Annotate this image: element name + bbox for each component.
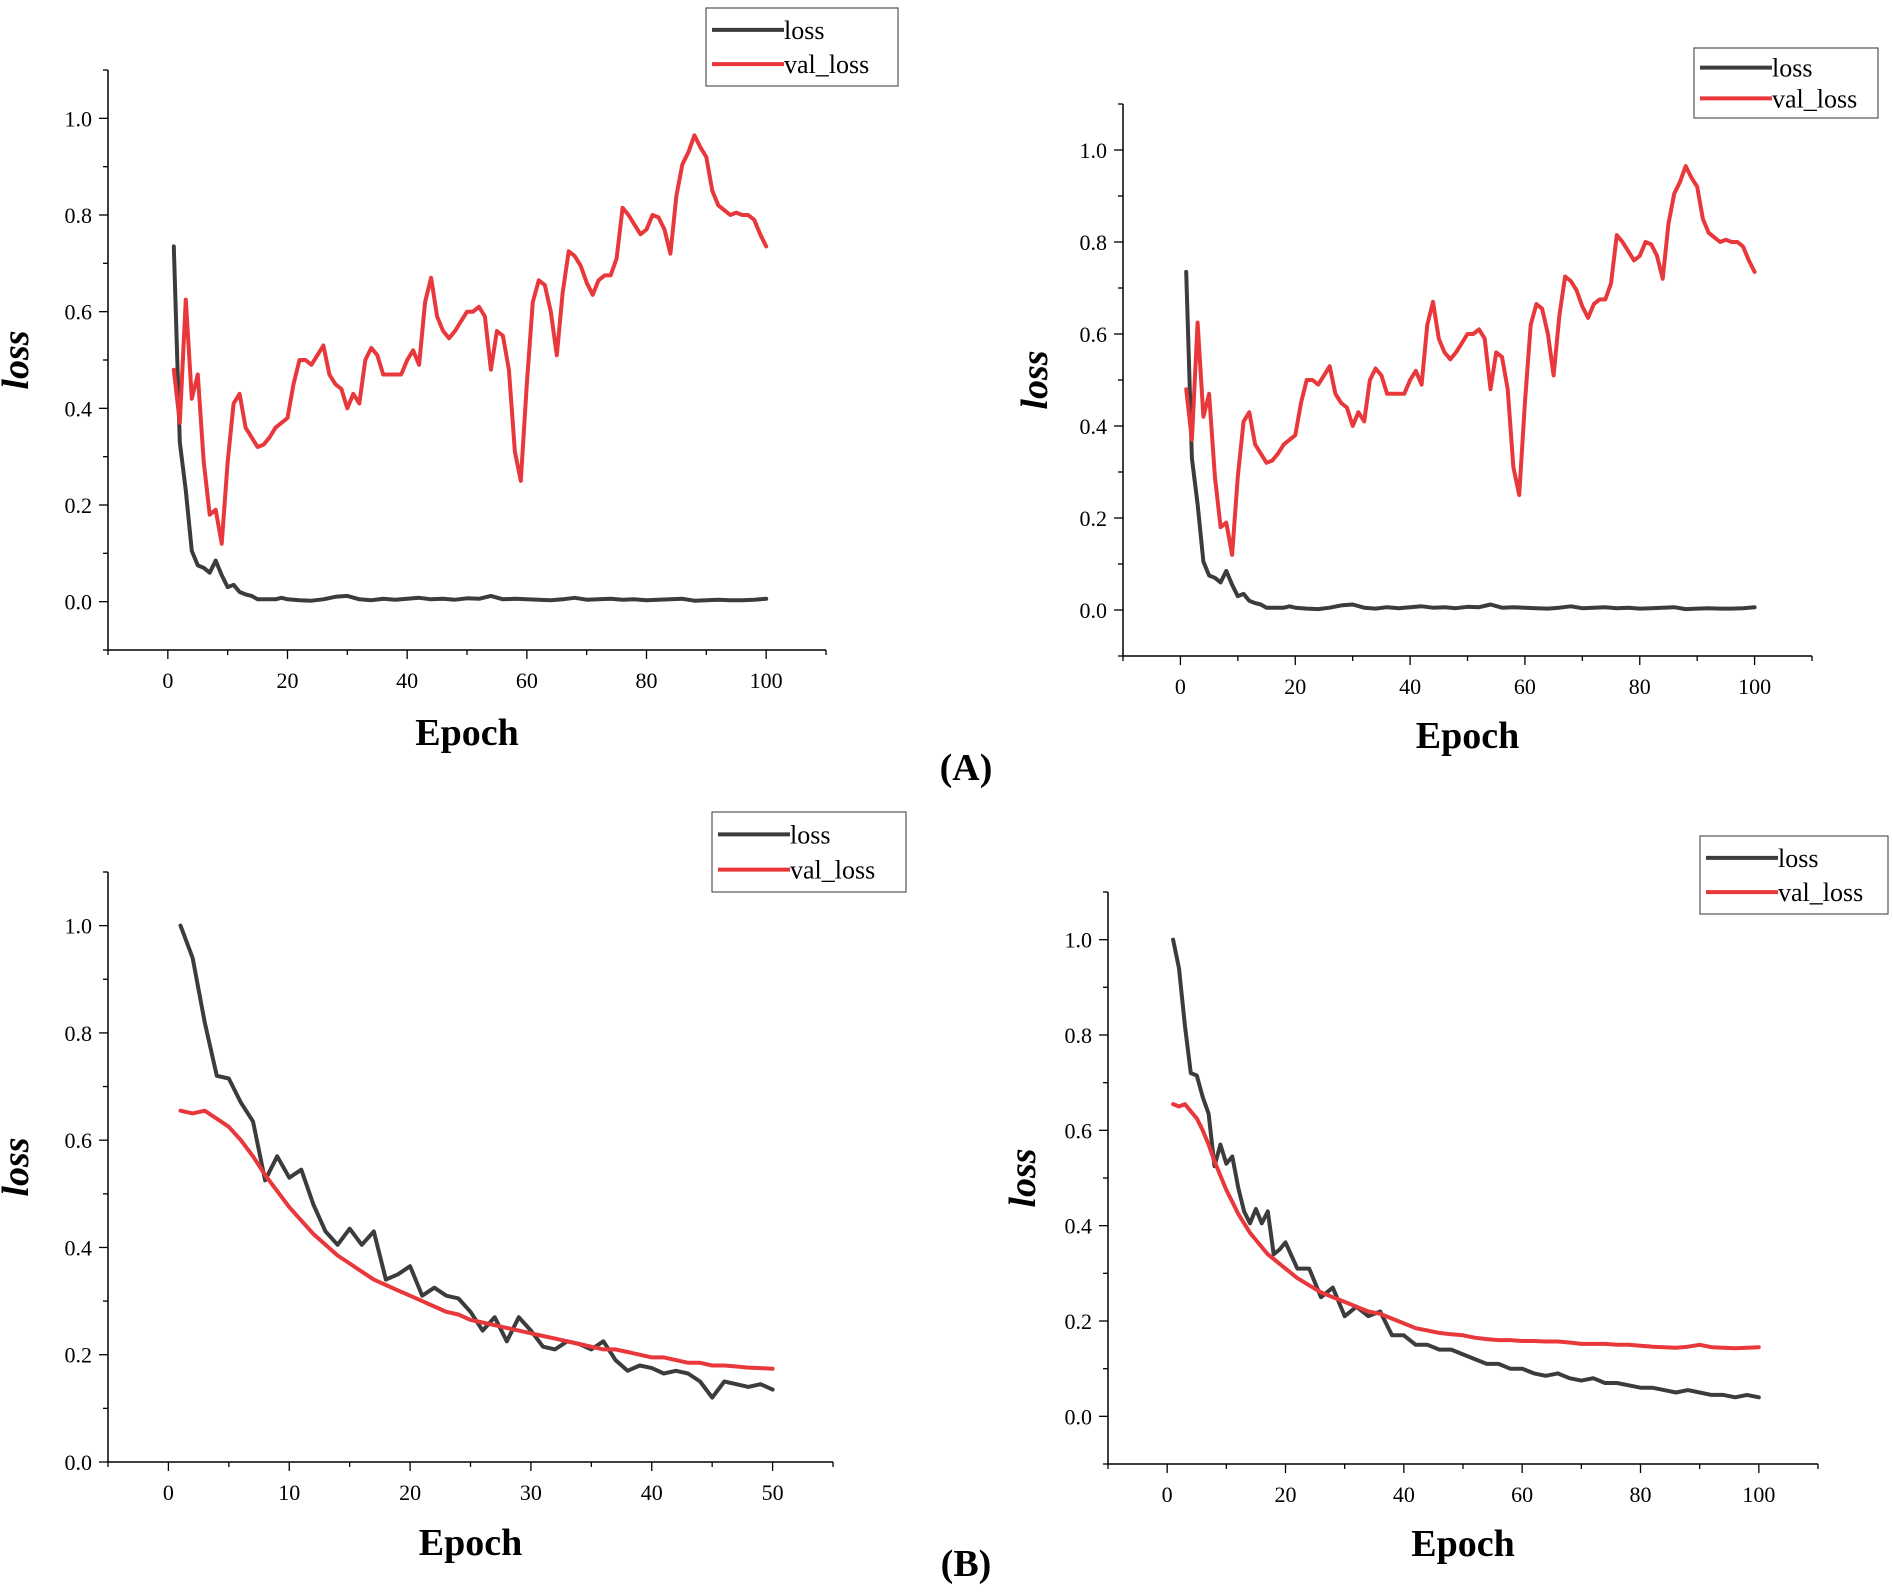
x-tick-label: 0: [1175, 674, 1186, 699]
legend-box: [1693, 47, 1879, 119]
x-tick-label: 60: [516, 668, 538, 693]
panel-label-b: (B): [941, 1543, 992, 1585]
legend-label-val-loss: val_loss: [1772, 84, 1857, 113]
x-tick-label: 100: [1738, 674, 1771, 699]
y-tick-label: 0.8: [65, 1021, 93, 1046]
chart-panel-a-right: 0 20 40 60 80 1000.00.20.40.60.81.0Epochlossl…: [1014, 47, 1879, 757]
x-tick-label: 20: [399, 1480, 421, 1505]
y-tick-label: 0.8: [1080, 230, 1108, 255]
legend-label-loss: loss: [1772, 54, 1812, 83]
y-tick-label: 1.0: [1065, 928, 1093, 953]
series-line-loss: [171, 244, 769, 603]
y-tick-label: 0.2: [65, 493, 93, 518]
x-tick-label: 100: [1742, 1482, 1775, 1507]
series-line-loss: [178, 923, 775, 1400]
legend-label-val-loss: val_loss: [1778, 878, 1863, 907]
y-tick-label: 0.0: [1065, 1404, 1093, 1429]
x-tick-label: 60: [1514, 674, 1536, 699]
legend: loss val_loss: [1699, 835, 1889, 915]
y-tick-label: 0.4: [65, 396, 93, 421]
legend-label-loss: loss: [784, 16, 824, 45]
y-tick-label: 0.0: [1080, 598, 1108, 623]
chart-panel-b-left: 0 10 20 30 40 500.00.20.40.60.81.0Epochlosslo…: [0, 811, 907, 1564]
x-tick-label: 40: [1393, 1482, 1415, 1507]
x-tick-label: 20: [277, 668, 299, 693]
y-axis-title: loss: [1002, 1148, 1044, 1207]
series-line-loss: [1184, 269, 1757, 612]
y-tick-label: 0.6: [65, 300, 93, 325]
legend-box: [1699, 835, 1889, 915]
y-tick-label: 0.6: [65, 1128, 93, 1153]
x-tick-label: 50: [762, 1480, 784, 1505]
series-line-val-loss: [1171, 1102, 1761, 1351]
x-tick-label: 40: [1399, 674, 1421, 699]
series-line-val-loss: [171, 133, 769, 546]
x-tick-label: 30: [520, 1480, 542, 1505]
x-axis-title: Epoch: [419, 1522, 522, 1564]
y-tick-label: 1.0: [1080, 138, 1108, 163]
legend-label-loss: loss: [790, 820, 830, 849]
x-tick-label: 0: [163, 1480, 174, 1505]
x-axis-title: Epoch: [1416, 715, 1519, 757]
y-tick-label: 0.6: [1065, 1118, 1093, 1143]
x-tick-label: 40: [641, 1480, 663, 1505]
series-line-val-loss: [1184, 164, 1757, 557]
x-tick-label: 80: [636, 668, 658, 693]
x-axis-title: Epoch: [1411, 1523, 1514, 1565]
y-tick-label: 0.0: [65, 1450, 93, 1475]
y-tick-label: 1.0: [65, 914, 93, 939]
x-tick-label: 0: [162, 668, 173, 693]
series-line-val-loss: [178, 1108, 775, 1371]
y-tick-label: 0.4: [1080, 414, 1108, 439]
x-tick-label: 60: [1511, 1482, 1533, 1507]
y-tick-label: 0.4: [65, 1235, 93, 1260]
x-tick-label: 20: [1275, 1482, 1297, 1507]
legend-label-val-loss: val_loss: [790, 856, 875, 885]
y-tick-label: 0.8: [65, 203, 93, 228]
legend-box: [711, 811, 907, 893]
series-line-loss: [1171, 937, 1761, 1400]
y-axis-title: loss: [0, 330, 37, 389]
x-tick-label: 80: [1630, 1482, 1652, 1507]
x-tick-label: 20: [1284, 674, 1306, 699]
y-tick-label: 0.6: [1080, 322, 1108, 347]
x-tick-label: 40: [396, 668, 418, 693]
y-tick-label: 0.4: [1065, 1214, 1093, 1239]
x-tick-label: 80: [1629, 674, 1651, 699]
legend: loss val_loss: [711, 811, 907, 893]
chart-panel-a-left: 0 20 40 60 80 1000.00.20.40.60.81.0Epochlossl…: [0, 7, 899, 754]
y-axis-title: loss: [0, 1137, 37, 1196]
x-axis-title: Epoch: [415, 712, 518, 754]
x-tick-label: 0: [1162, 1482, 1173, 1507]
panel-label-a: (A): [940, 747, 993, 789]
legend-label-val-loss: val_loss: [784, 50, 869, 79]
chart-panel-b-right: 0 20 40 60 80 1000.00.20.40.60.81.0Epochlossl…: [1002, 835, 1889, 1565]
x-tick-label: 10: [278, 1480, 300, 1505]
y-tick-label: 0.2: [1080, 506, 1108, 531]
y-axis-title: loss: [1014, 350, 1056, 409]
y-tick-label: 1.0: [65, 106, 93, 131]
y-tick-label: 0.2: [1065, 1309, 1093, 1334]
x-tick-label: 100: [750, 668, 783, 693]
y-tick-label: 0.2: [65, 1343, 93, 1368]
legend-box: [705, 7, 899, 87]
y-tick-label: 0.0: [65, 590, 93, 615]
y-tick-label: 0.8: [1065, 1023, 1093, 1048]
legend-label-loss: loss: [1778, 844, 1818, 873]
legend: loss val_loss: [705, 7, 899, 87]
